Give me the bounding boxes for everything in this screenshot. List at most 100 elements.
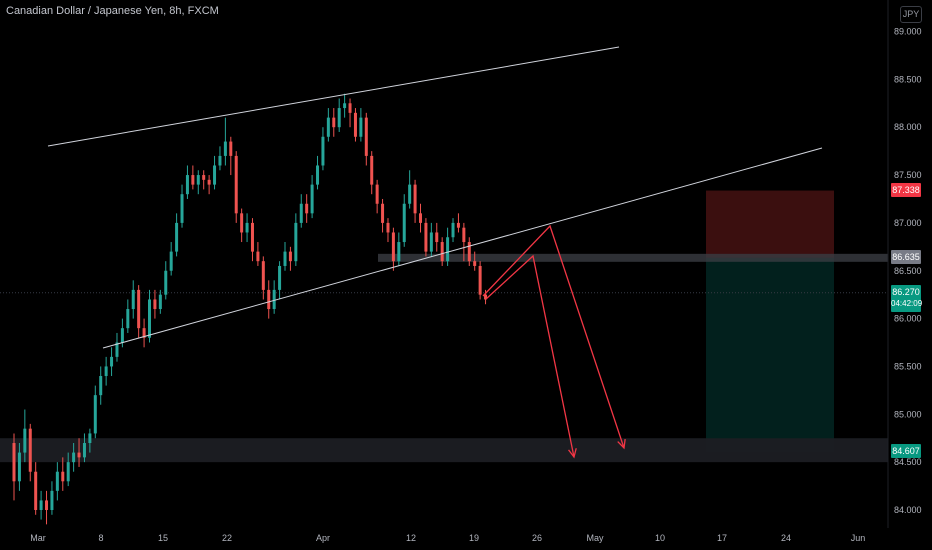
candle-body xyxy=(115,342,119,357)
candle-body xyxy=(435,232,439,243)
candle xyxy=(278,261,282,300)
candle-body xyxy=(120,328,124,343)
candle xyxy=(321,127,325,171)
candle xyxy=(267,280,271,319)
price-tick-label: 88.500 xyxy=(894,74,922,84)
candle xyxy=(288,246,292,271)
candle-body xyxy=(148,299,151,338)
candle xyxy=(196,170,200,195)
candle xyxy=(180,184,184,228)
candle xyxy=(462,222,466,262)
bar-countdown: 04:42:09 xyxy=(891,299,923,308)
candle xyxy=(55,462,59,501)
candle xyxy=(370,151,374,195)
candle xyxy=(299,194,303,228)
time-tick-label: 26 xyxy=(532,533,542,543)
price-tick-label: 85.000 xyxy=(894,409,922,419)
time-tick-label: 19 xyxy=(469,533,479,543)
candle xyxy=(72,443,76,472)
time-tick-label: 22 xyxy=(222,533,232,543)
candle xyxy=(310,175,314,219)
candle-body xyxy=(343,103,347,109)
currency-button[interactable]: JPY xyxy=(900,6,922,23)
candle-body xyxy=(39,500,43,510)
take-profit-zone xyxy=(706,257,834,452)
candle xyxy=(413,179,417,223)
candle-body xyxy=(283,251,287,266)
candle-body xyxy=(99,376,103,396)
candle-body xyxy=(353,112,357,137)
candle xyxy=(88,428,92,453)
candle-body xyxy=(17,452,21,482)
stop-price-label: 87.338 xyxy=(892,185,920,195)
upper-wedge-trendline[interactable] xyxy=(47,46,620,147)
candle xyxy=(451,218,455,243)
candle xyxy=(185,165,189,199)
candle-body xyxy=(370,155,374,185)
stop-loss-zone xyxy=(706,190,834,258)
candle-body xyxy=(229,141,233,156)
candle-body xyxy=(451,222,455,238)
candle xyxy=(446,227,450,266)
last-price-label: 86.270 xyxy=(892,287,920,297)
projected-drop-arrow-long-head xyxy=(617,438,626,450)
entry-price-tag: 86.635 xyxy=(891,250,921,264)
price-axis[interactable]: 84.000 84.500 85.000 85.500 86.000 86.500 87.0… xyxy=(894,27,922,516)
candle-body xyxy=(348,103,352,113)
price-tick-label: 84.000 xyxy=(894,505,922,515)
candle xyxy=(218,146,222,171)
candle xyxy=(164,261,168,300)
candle-body xyxy=(386,222,390,233)
candle xyxy=(348,98,352,128)
candle xyxy=(435,222,439,252)
candle xyxy=(158,289,162,314)
candle xyxy=(250,218,254,262)
candle xyxy=(45,490,49,525)
candle xyxy=(34,462,38,515)
candle xyxy=(61,457,65,491)
price-tick-label: 85.500 xyxy=(894,361,922,371)
candle-body xyxy=(23,428,27,453)
candle-body xyxy=(104,366,108,377)
candle-body xyxy=(256,251,260,262)
time-axis[interactable]: Mar 8 15 22 Apr 12 19 26 May 10 17 24 Jun xyxy=(30,533,865,543)
candle xyxy=(332,108,336,137)
projected-drop-arrow-short[interactable] xyxy=(485,254,575,458)
candle xyxy=(104,356,108,386)
lower-wedge-trendline[interactable] xyxy=(102,147,823,349)
candle-body xyxy=(316,165,320,185)
position-zones xyxy=(0,190,888,463)
candle xyxy=(283,242,287,271)
candle-body xyxy=(72,452,76,463)
candle xyxy=(397,232,401,266)
candle xyxy=(375,179,379,214)
candle-body xyxy=(467,242,471,262)
candle-body xyxy=(110,356,114,367)
candlestick-series xyxy=(12,93,488,525)
price-tick-label: 87.000 xyxy=(894,218,922,228)
candle-body xyxy=(456,222,460,228)
candle xyxy=(337,98,341,132)
chart-title: Canadian Dollar / Japanese Yen, 8h, FXCM xyxy=(6,5,219,17)
candle-body xyxy=(419,213,422,223)
candle xyxy=(429,222,433,257)
projected-drop-arrow-long[interactable] xyxy=(482,224,625,449)
candle xyxy=(473,251,477,271)
candle xyxy=(326,108,330,142)
candle-body xyxy=(413,184,417,214)
candle xyxy=(77,438,81,467)
candle-body xyxy=(337,108,341,128)
price-tick-label: 84.500 xyxy=(894,457,922,467)
candle xyxy=(66,452,70,487)
candle-body xyxy=(288,251,292,262)
candle xyxy=(39,490,43,520)
candle-body xyxy=(207,179,211,185)
candle xyxy=(137,285,141,338)
candle-body xyxy=(223,141,227,156)
candle-body xyxy=(310,184,314,214)
candle-body xyxy=(82,443,86,458)
last-price-tag: 86.270 04:42:09 xyxy=(891,285,923,312)
price-tick-label: 87.500 xyxy=(894,170,922,180)
candle-body xyxy=(326,117,330,137)
